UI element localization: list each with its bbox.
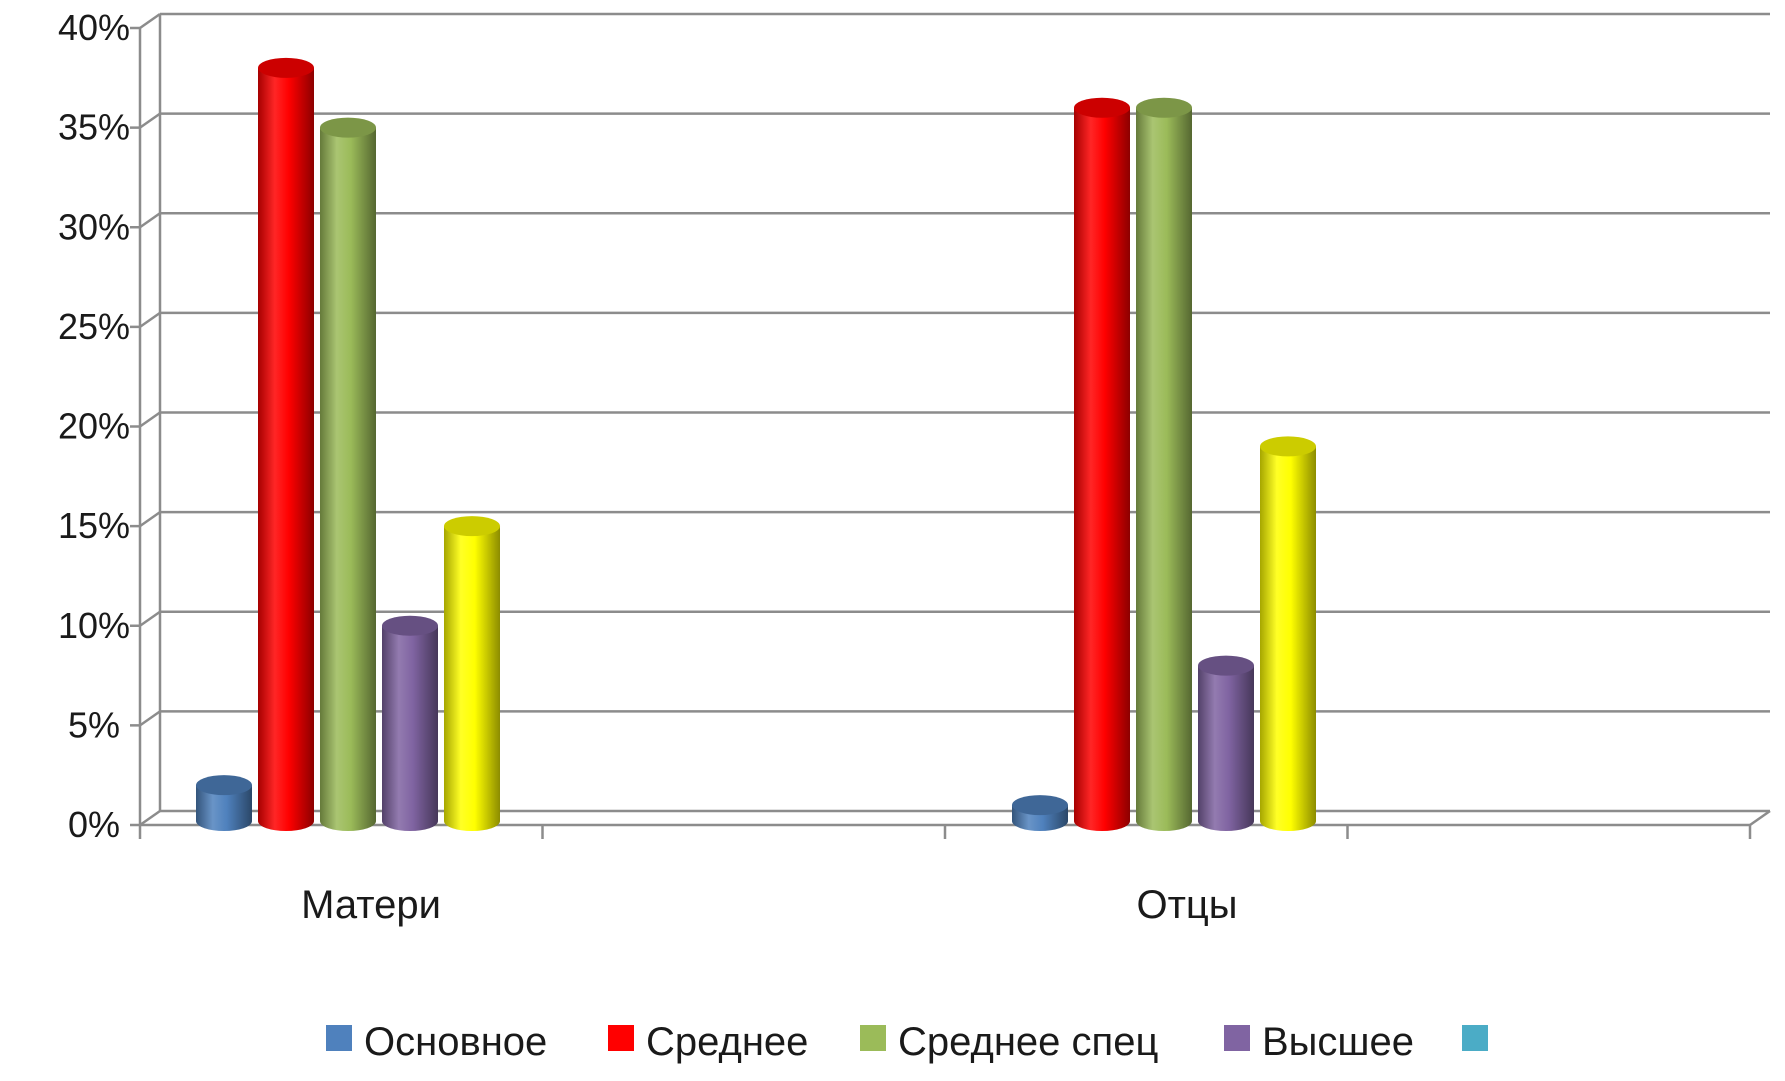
bar bbox=[196, 775, 252, 831]
bar-top bbox=[382, 615, 438, 636]
legend-swatch bbox=[608, 1025, 634, 1051]
bar-body bbox=[258, 67, 314, 832]
bar-top bbox=[258, 57, 314, 78]
gridline-diagonal bbox=[139, 411, 161, 428]
bar-top bbox=[196, 775, 252, 796]
bar-top bbox=[1074, 97, 1130, 118]
legend-label: Основное bbox=[364, 1020, 547, 1064]
y-tick-label: 35% bbox=[58, 107, 130, 148]
bar-body bbox=[320, 127, 376, 831]
bar-body bbox=[1074, 107, 1130, 831]
legend-swatch bbox=[326, 1025, 352, 1051]
bar bbox=[1198, 655, 1254, 831]
gridline-diagonal bbox=[139, 212, 161, 229]
bar bbox=[444, 516, 500, 831]
bar-top bbox=[1260, 436, 1316, 457]
bar-body bbox=[444, 526, 500, 831]
bar bbox=[382, 615, 438, 831]
legend-label: Среднее bbox=[646, 1020, 808, 1064]
bar bbox=[1136, 97, 1192, 831]
y-tick-label: 5% bbox=[68, 704, 120, 745]
y-tick-label: 40% bbox=[58, 7, 130, 48]
gridlines bbox=[139, 12, 1770, 827]
y-tick-label: 20% bbox=[58, 406, 130, 447]
y-tick-label: 10% bbox=[58, 605, 130, 646]
gridline-diagonal bbox=[139, 112, 161, 129]
legend-label: Среднее спец bbox=[898, 1020, 1158, 1064]
bar-top bbox=[1012, 795, 1068, 816]
gridline-diagonal bbox=[139, 809, 161, 827]
bar bbox=[258, 57, 314, 832]
bars bbox=[196, 57, 1316, 832]
gridline-diagonal bbox=[139, 311, 161, 328]
x-axis-categories: Матери Отцы bbox=[301, 883, 1237, 927]
legend-label: Высшее bbox=[1262, 1020, 1414, 1064]
legend-swatch bbox=[860, 1025, 886, 1051]
legend-swatch bbox=[1224, 1025, 1250, 1051]
legend-swatch bbox=[1462, 1025, 1488, 1051]
bar bbox=[320, 117, 376, 831]
category-label: Отцы bbox=[1136, 883, 1237, 927]
gridline-diagonal bbox=[139, 511, 161, 528]
gridline-diagonal bbox=[139, 12, 161, 30]
bar-body bbox=[1198, 665, 1254, 831]
bar-top bbox=[1136, 97, 1192, 118]
category-label: Матери bbox=[301, 883, 441, 927]
bar-body bbox=[196, 785, 252, 831]
gridline-diagonal bbox=[139, 710, 161, 727]
y-tick-label: 15% bbox=[58, 505, 130, 546]
floor-edge bbox=[1749, 809, 1771, 827]
bar-top bbox=[320, 117, 376, 138]
y-tick-label: 25% bbox=[58, 306, 130, 347]
bar-top bbox=[1198, 655, 1254, 676]
legend: Основное Среднее Среднее спец Высшее bbox=[326, 1020, 1488, 1064]
bar-body bbox=[1136, 107, 1192, 831]
bar bbox=[1260, 436, 1316, 831]
bar-top bbox=[444, 516, 500, 537]
y-tick-label: 0% bbox=[68, 804, 120, 845]
bar bbox=[1074, 97, 1130, 831]
bar-body bbox=[1260, 446, 1316, 831]
gridline-diagonal bbox=[139, 610, 161, 627]
bar bbox=[1012, 795, 1068, 831]
y-tick-label: 30% bbox=[58, 206, 130, 247]
y-axis-ticks: 0% 5% 10% 15% 20% 25% 30% 35% 40% bbox=[58, 7, 130, 845]
bar-body bbox=[382, 625, 438, 831]
